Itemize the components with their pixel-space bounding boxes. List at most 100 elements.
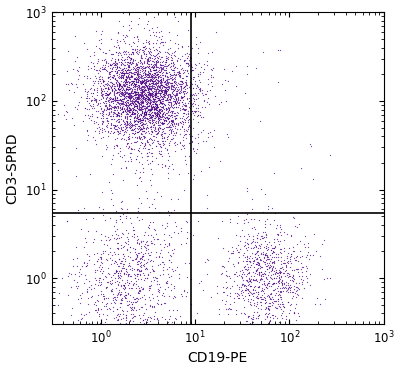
Point [162,49,168,55]
Point [82,272,88,278]
Point [115,85,122,91]
Point [180,89,186,95]
Point [166,96,172,102]
Point [164,147,170,153]
Point [142,87,149,93]
Point [107,280,113,286]
Point [128,305,134,311]
Point [128,113,134,119]
Point [152,70,158,76]
Point [55,167,61,173]
Point [145,95,152,101]
Point [83,263,89,269]
Point [93,119,100,125]
Point [146,73,152,79]
Point [249,196,256,201]
Point [111,105,117,111]
Point [142,95,148,101]
Point [120,108,126,114]
Point [262,284,269,290]
Point [150,113,156,119]
Point [90,80,97,86]
Point [144,107,151,113]
Point [134,75,140,81]
Point [150,89,156,95]
Point [163,80,169,86]
Point [100,292,106,298]
Point [166,107,172,113]
Point [134,272,140,278]
Point [156,69,162,75]
Point [116,73,122,79]
Point [258,281,265,287]
Point [139,88,146,94]
Point [278,294,284,300]
Point [96,76,103,82]
Point [144,88,151,93]
Point [281,229,287,235]
Point [169,88,176,94]
Point [190,96,197,102]
Point [132,86,139,92]
Point [141,110,148,116]
Point [260,49,266,55]
Point [158,78,164,83]
Point [183,82,190,88]
Point [122,88,128,94]
Point [55,302,61,308]
Point [168,86,174,92]
Point [152,231,159,237]
Point [174,69,180,75]
Point [148,64,155,70]
Point [140,114,146,120]
Point [110,223,117,229]
Point [140,92,146,98]
Point [162,162,168,168]
Point [126,69,133,75]
Point [122,239,128,245]
Point [111,95,118,101]
Point [204,192,210,198]
Point [136,145,142,151]
Point [254,295,260,301]
Point [120,117,126,123]
Point [284,259,290,265]
Point [140,79,146,85]
Point [124,70,130,76]
Point [134,115,140,121]
Point [286,264,293,270]
Point [238,273,244,279]
Point [109,288,115,293]
Point [264,263,270,269]
Point [184,95,190,101]
Point [153,59,159,65]
Point [283,282,290,288]
Point [251,309,258,315]
Point [109,156,116,162]
Point [244,256,250,262]
Point [235,213,241,219]
Point [112,83,118,89]
Point [164,78,170,83]
Point [140,121,146,127]
Point [142,241,148,247]
Point [260,250,267,256]
Point [153,155,159,161]
Point [116,268,122,274]
Point [149,94,155,100]
Point [170,91,176,97]
Point [91,301,98,307]
Point [134,135,140,141]
Point [155,82,161,88]
Point [164,106,170,112]
Point [146,141,152,147]
Point [147,91,153,96]
Point [209,67,215,73]
Point [138,262,144,267]
Point [120,65,127,71]
Point [247,299,254,305]
Point [118,98,125,104]
Point [141,232,147,238]
Point [265,254,271,260]
Point [131,104,138,110]
